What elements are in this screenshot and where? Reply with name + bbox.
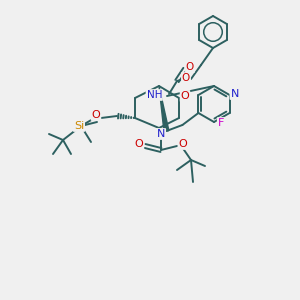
Text: N: N: [230, 89, 239, 99]
Text: N: N: [157, 129, 165, 139]
Text: O: O: [182, 73, 190, 83]
Text: O: O: [178, 139, 188, 149]
Text: O: O: [92, 110, 100, 120]
Text: NH: NH: [146, 90, 162, 100]
Text: O: O: [181, 91, 189, 101]
Text: Si: Si: [74, 121, 84, 131]
Polygon shape: [159, 86, 169, 131]
Text: F: F: [218, 118, 224, 128]
Text: O: O: [186, 62, 194, 72]
Text: O: O: [135, 139, 143, 149]
